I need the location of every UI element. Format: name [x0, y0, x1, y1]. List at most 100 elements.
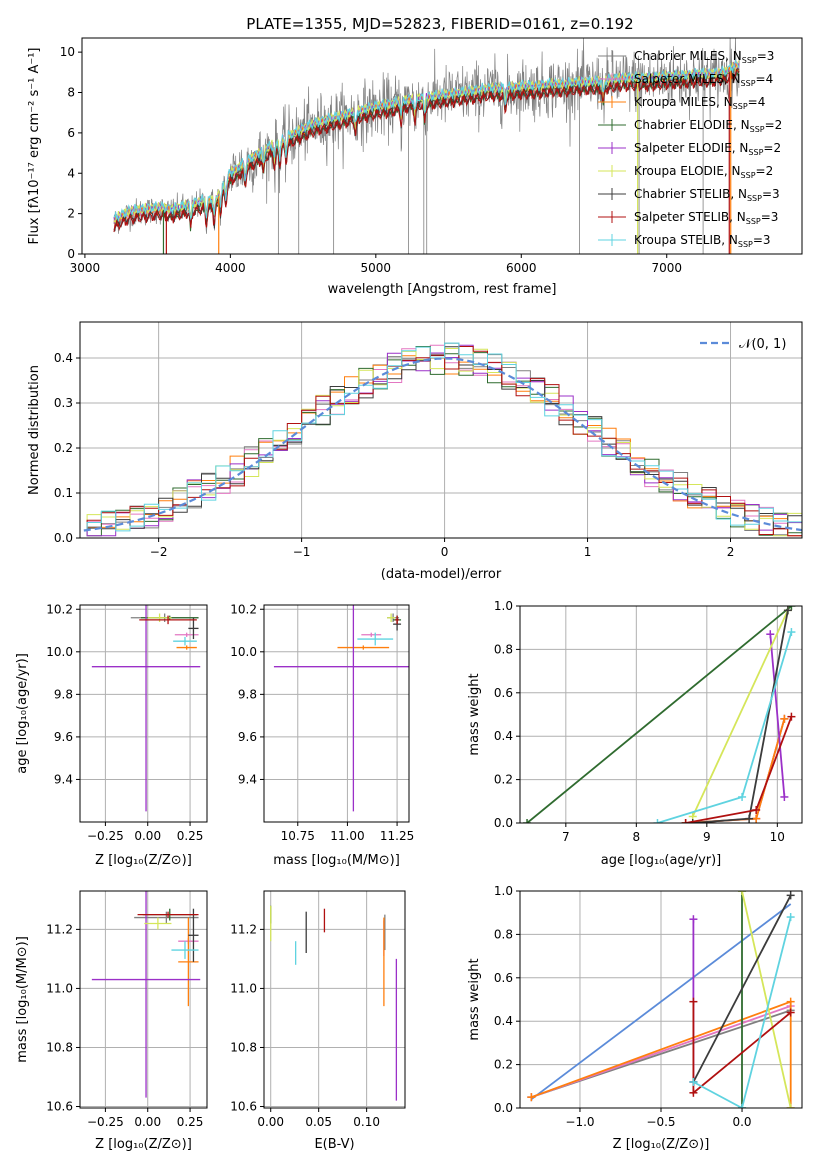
y-tick-label: 0.4: [54, 351, 73, 365]
y-tick-label: 9.4: [238, 772, 257, 786]
y-tick-label: 0.2: [494, 773, 513, 787]
y-axis-label: mass [log₁₀(M/M⊙)]: [15, 936, 30, 1063]
y-tick-label: 0.1: [54, 486, 73, 500]
axes-frame: [81, 37, 803, 255]
x-axis-label: age [log₁₀(age/yr)]: [601, 853, 722, 868]
y-tick-label: 11.0: [230, 981, 257, 995]
y-tick-label: 10.2: [46, 602, 73, 616]
y-tick-label: 8: [67, 86, 75, 100]
axes-frame: [263, 604, 410, 823]
axes-frame: [519, 605, 803, 824]
x-tick-label: 11.25: [380, 829, 414, 843]
y-tick-label: 0.0: [494, 816, 513, 830]
y-tick-label: 10.0: [230, 645, 257, 659]
y-tick-label: 11.0: [46, 981, 73, 995]
plot-area: [91, 605, 201, 812]
figure-title: PLATE=1355, MJD=52823, FIBERID=0161, z=0…: [246, 15, 633, 33]
x-tick-label: −1: [293, 545, 311, 559]
x-tick-label: 1: [584, 545, 592, 559]
x-axis-label: Z [log₁₀(Z/Z⊙)]: [95, 853, 192, 868]
y-axis-label: Flux [fλ10⁻¹⁷ erg cm⁻² s⁻¹ A⁻¹]: [27, 48, 42, 245]
chart-residuals: −2 −1 0 1 2 0.0 0.1 0.2 0.3 0.4 (data-model)/error…: [27, 321, 803, 582]
axes-frame: [79, 890, 208, 1109]
grid: [80, 891, 207, 1108]
legend-entry: Salpeter MILES, NSSP=4: [634, 72, 773, 88]
legend: Chabrier MILES, NSSP=3 Salpeter MILES, NS…: [598, 49, 782, 249]
y-tick-label: 9.6: [54, 730, 73, 744]
y-tick-label: 9.8: [54, 687, 73, 701]
plot-area: [113, 38, 740, 254]
chart-weight-vs-Z: −1.0 −0.5 0.0 0.0 0.2 0.4 0.6 0.8 1.0 Z [log₁₀(Z/…: [467, 884, 803, 1152]
legend: 𝒩(0, 1): [700, 337, 786, 352]
axes-frame: [519, 890, 803, 1109]
x-axis-label: wavelength [Angstrom, rest frame]: [328, 282, 557, 297]
weight-line-7: [685, 716, 793, 823]
y-tick-label: 0.0: [494, 1101, 513, 1115]
y-tick-label: 10.2: [230, 602, 257, 616]
y-tick-label: 4: [67, 166, 75, 180]
legend-entry: Chabrier STELIB, NSSP=3: [634, 187, 780, 203]
grid: [264, 891, 405, 1108]
x-tick-label: 10: [770, 830, 785, 844]
axes-frame: [79, 321, 803, 539]
x-axis-label: Z [log₁₀(Z/Z⊙)]: [95, 1137, 192, 1152]
y-tick-label: 0.2: [54, 441, 73, 455]
weight-line-6: [692, 894, 792, 1083]
x-tick-label: −0.25: [87, 1115, 124, 1129]
x-axis-label: (data-model)/error: [381, 567, 502, 582]
y-tick-label: 0: [67, 247, 75, 261]
x-tick-label: −1.0: [565, 1115, 594, 1129]
y-tick-label: 10.6: [46, 1100, 73, 1114]
grid: [264, 605, 409, 822]
y-tick-label: 9.4: [54, 772, 73, 786]
plot-area: [523, 606, 796, 823]
x-tick-label: 6000: [506, 261, 537, 275]
plot-area: [91, 891, 201, 1098]
grid: [520, 605, 802, 824]
weight-line-4: [769, 634, 786, 798]
y-tick-label: 10.6: [230, 1100, 257, 1114]
x-axis-label: Z [log₁₀(Z/Z⊙)]: [613, 1137, 710, 1152]
axes-frame: [79, 604, 208, 823]
x-tick-label: 0.00: [257, 1115, 284, 1129]
x-tick-label: 0: [441, 545, 449, 559]
legend-entry: Chabrier MILES, NSSP=3: [634, 49, 774, 65]
legend-entry: 𝒩(0, 1): [739, 337, 786, 352]
x-tick-label: 4000: [215, 261, 246, 275]
y-tick-label: 10: [60, 45, 75, 59]
y-tick-label: 2: [67, 207, 75, 221]
x-tick-label: 0.25: [177, 1115, 204, 1129]
y-tick-label: 10.8: [230, 1040, 257, 1054]
legend-entry: Salpeter STELIB, NSSP=3: [634, 210, 778, 226]
y-tick-label: 0.0: [54, 531, 73, 545]
grid: [80, 605, 207, 822]
x-tick-label: −2: [150, 545, 168, 559]
x-tick-label: 0.0: [732, 1115, 751, 1129]
y-tick-label: 10.8: [46, 1040, 73, 1054]
y-tick-label: 0.8: [494, 642, 513, 656]
x-tick-label: 7: [562, 830, 570, 844]
y-tick-label: 11.2: [46, 922, 73, 936]
weight-line-5: [741, 891, 792, 1108]
x-tick-label: 10.75: [281, 829, 315, 843]
fit-line: [530, 903, 792, 1101]
x-tick-label: 0.05: [305, 1115, 332, 1129]
y-tick-label: 9.6: [238, 730, 257, 744]
y-tick-label: 0.8: [494, 927, 513, 941]
chart-mass-vs-ebv: 0.00 0.05 0.10 10.6 10.8 11.0 11.2 E(B-V): [230, 890, 406, 1152]
x-tick-label: 5000: [361, 261, 392, 275]
chart-mass-vs-Z: −0.25 0.00 0.25 10.6 10.8 11.0 11.2 Z [log₁₀(Z/…: [15, 890, 208, 1152]
legend-entry: Kroupa ELODIE, NSSP=2: [634, 164, 773, 180]
y-tick-label: 1.0: [494, 884, 513, 898]
x-tick-label: 0.00: [134, 829, 161, 843]
y-tick-label: 6: [67, 126, 75, 140]
legend-entry: Kroupa STELIB, NSSP=3: [634, 233, 771, 249]
normal-curve: [80, 357, 802, 533]
x-tick-label: 0.10: [353, 1115, 380, 1129]
legend-entry: Chabrier ELODIE, NSSP=2: [634, 118, 782, 134]
x-axis-label: mass [log₁₀(M/M⊙)]: [273, 853, 400, 868]
weight-line-5: [691, 609, 789, 817]
chart-age-vs-Z: −0.25 0.00 0.25 9.4 9.6 9.8 10.0 10.2 Z [log₁₀(Z…: [15, 602, 208, 868]
x-tick-label: 0.25: [177, 829, 204, 843]
chart-age-vs-mass: 10.75 11.00 11.25 9.4 9.6 9.8 10.0 10.2 mass [lo…: [230, 602, 414, 868]
